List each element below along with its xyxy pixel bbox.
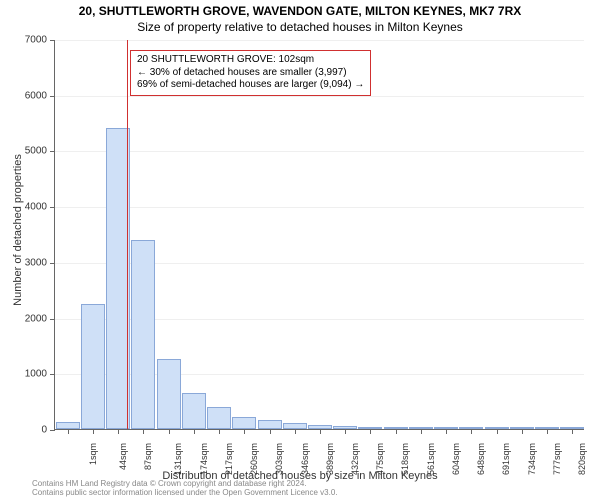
x-tick [295,429,296,434]
y-tick-label: 6000 [25,90,47,101]
x-tick [547,429,548,434]
y-tick [50,319,55,320]
x-tick [497,429,498,434]
y-tick-label: 0 [41,425,47,436]
x-tick [93,429,94,434]
x-tick [118,429,119,434]
info-line-3: 69% of semi-detached houses are larger (… [137,79,364,92]
y-tick-label: 2000 [25,313,47,324]
y-tick [50,207,55,208]
y-axis-title: Number of detached properties [12,154,24,306]
x-tick [68,429,69,434]
x-tick [421,429,422,434]
x-tick [396,429,397,434]
chart-title-main: 20, SHUTTLEWORTH GROVE, WAVENDON GATE, M… [0,0,600,18]
x-tick-label: 1sqm [88,443,98,465]
bar [81,304,105,429]
x-tick-label: 87sqm [143,443,153,470]
x-tick [572,429,573,434]
y-tick [50,96,55,97]
bar [131,240,155,429]
y-tick-label: 5000 [25,146,47,157]
x-tick [320,429,321,434]
y-tick-label: 7000 [25,35,47,46]
gridline-h [55,207,584,208]
chart-title-sub: Size of property relative to detached ho… [0,18,600,34]
bar [207,407,231,429]
bar [232,417,256,429]
y-tick-label: 4000 [25,202,47,213]
y-tick-label: 3000 [25,257,47,268]
y-tick [50,263,55,264]
x-tick [522,429,523,434]
property-marker-line [127,40,128,429]
chart-area: 010002000300040005000600070001sqm44sqm87… [54,40,584,430]
y-tick [50,374,55,375]
x-tick [219,429,220,434]
y-tick-label: 1000 [25,369,47,380]
y-tick [50,151,55,152]
bar [157,359,181,429]
info-line-1: 20 SHUTTLEWORTH GROVE: 102sqm [137,54,364,67]
x-tick [244,429,245,434]
x-tick [345,429,346,434]
y-tick [50,430,55,431]
info-box: 20 SHUTTLEWORTH GROVE: 102sqm ← 30% of d… [130,50,371,96]
attribution: Contains HM Land Registry data © Crown c… [32,480,338,498]
gridline-h [55,151,584,152]
x-tick [471,429,472,434]
x-tick [446,429,447,434]
y-tick [50,40,55,41]
info-line-2: ← 30% of detached houses are smaller (3,… [137,67,364,80]
x-tick [270,429,271,434]
x-tick [194,429,195,434]
bar [56,422,80,429]
gridline-h [55,40,584,41]
bar [182,393,206,429]
attribution-line-2: Contains public sector information licen… [32,489,338,498]
x-tick [169,429,170,434]
x-tick [143,429,144,434]
plot-area: 010002000300040005000600070001sqm44sqm87… [54,40,584,430]
bar [258,420,282,429]
x-tick [370,429,371,434]
x-tick-label: 44sqm [118,443,128,470]
gridline-h [55,96,584,97]
